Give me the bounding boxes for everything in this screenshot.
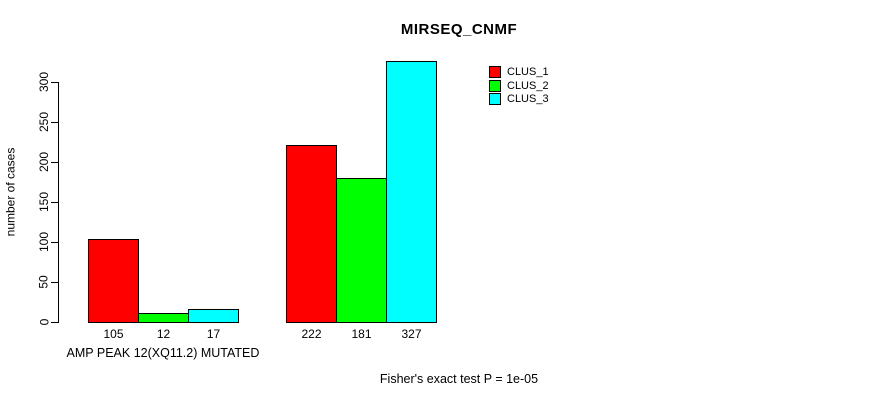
- bar-value-label: 181: [351, 327, 372, 341]
- y-axis-tick-label: 300: [37, 71, 51, 93]
- legend-swatch-clus_2: [489, 79, 501, 92]
- y-axis-tick: [51, 282, 59, 283]
- y-axis-tick-label: 100: [37, 231, 51, 253]
- bar-value-label: 327: [401, 327, 422, 341]
- legend-row-clus_1: CLUS_1: [489, 66, 549, 78]
- legend-label: CLUS_2: [507, 79, 549, 92]
- y-axis-tick-label: 150: [37, 191, 51, 213]
- bar-clus_2-group2: [336, 178, 387, 323]
- chart-title: MIRSEQ_CNMF: [400, 21, 518, 38]
- x-axis-group-label: AMP PEAK 12(XQ11.2) MUTATED: [66, 346, 260, 360]
- y-axis-tick: [51, 162, 59, 163]
- y-axis-tick: [51, 122, 59, 123]
- y-axis-tick: [51, 82, 59, 83]
- legend-row-clus_2: CLUS_2: [489, 79, 549, 92]
- pvalue-footnote: Fisher's exact test P = 1e-05: [379, 372, 539, 386]
- bar-value-label: 222: [301, 327, 322, 341]
- y-axis-tick: [51, 322, 59, 323]
- bar-clus_3-group2: [386, 61, 437, 323]
- y-axis-tick: [51, 202, 59, 203]
- y-axis-tick-label-box: 300: [14, 52, 74, 112]
- bar-clus_2-group1: [138, 313, 189, 323]
- legend-swatch-clus_3: [489, 93, 501, 105]
- legend-row-clus_3: CLUS_3: [489, 93, 549, 105]
- legend: CLUS_1 CLUS_2 CLUS_3: [489, 66, 549, 105]
- bar-value-label: 17: [206, 327, 221, 341]
- bar-clus_1-group2: [286, 145, 337, 323]
- legend-label: CLUS_1: [507, 66, 549, 78]
- bar-value-label: 12: [156, 327, 171, 341]
- y-axis-tick-label: 250: [37, 111, 51, 133]
- bar-clus_1-group1: [88, 239, 139, 323]
- legend-swatch-clus_1: [489, 66, 501, 78]
- y-axis-tick-label: 50: [36, 275, 51, 289]
- y-axis-tick-label: 200: [37, 151, 51, 173]
- bar-clus_3-group1: [188, 309, 239, 323]
- y-axis-tick-label: 0: [37, 318, 51, 326]
- legend-label: CLUS_3: [507, 93, 549, 105]
- bar-value-label: 105: [103, 327, 124, 341]
- y-axis-tick: [51, 242, 59, 243]
